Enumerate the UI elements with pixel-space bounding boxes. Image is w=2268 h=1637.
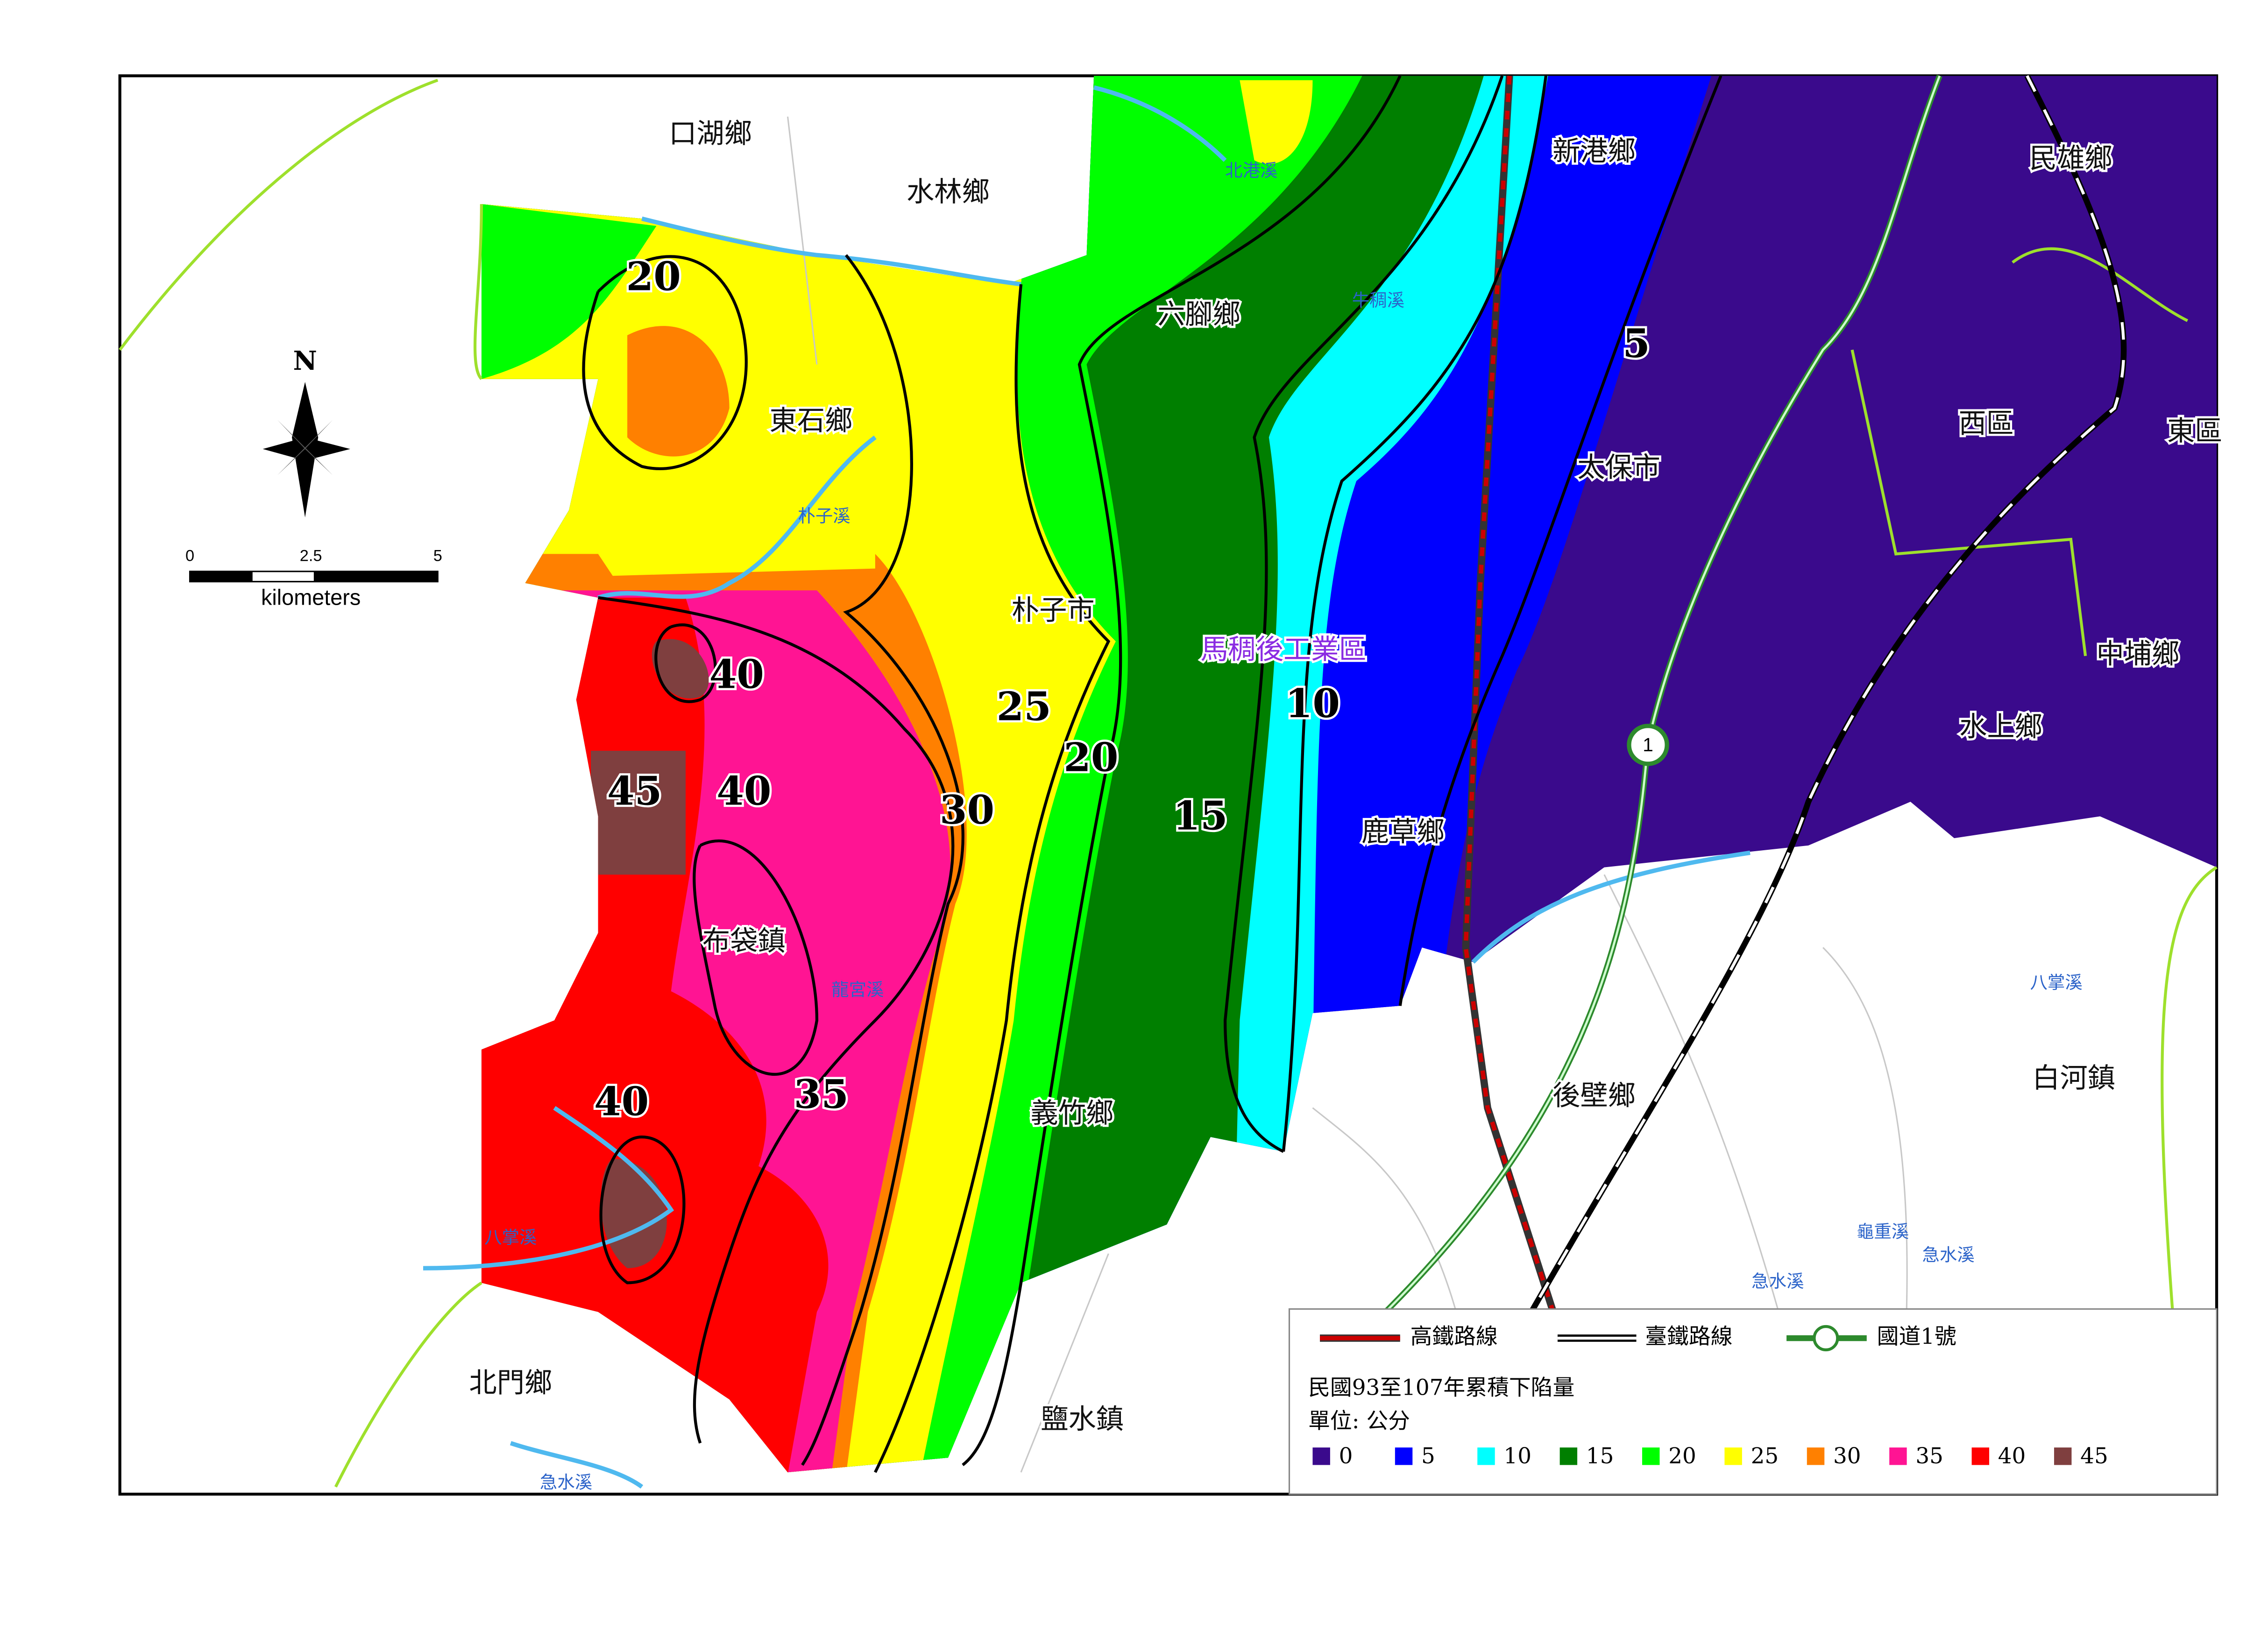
place-label: 六腳鄉 (1157, 298, 1240, 330)
scale-tick-label: 2.5 (300, 547, 322, 565)
place-label: 中埔鄉 (2097, 637, 2180, 670)
legend-line-label: 高鐵路線 (1410, 1324, 1498, 1349)
contour-label: 25 (997, 683, 1051, 729)
contour-label: 20 (626, 253, 681, 299)
contour-label: 20 (1063, 734, 1118, 781)
legend-swatch (1807, 1447, 1825, 1465)
place-label: 民雄鄉 (2029, 142, 2112, 174)
legend-class-label: 30 (1833, 1444, 1861, 1469)
zone (627, 326, 730, 457)
highway-shield: 1 (1627, 724, 1669, 766)
contour-label: 40 (709, 651, 764, 698)
legend-class-label: 40 (1998, 1444, 2026, 1469)
river-label: 八掌溪 (2030, 972, 2082, 993)
rivers (423, 85, 1751, 1489)
legend-class-label: 15 (1586, 1444, 1614, 1469)
legend-swatch (1477, 1447, 1495, 1465)
shield-label: 1 (1643, 734, 1653, 755)
contour-label: 10 (1285, 680, 1340, 727)
place-label: 義竹鄉 (1030, 1097, 1113, 1129)
legend-class-label: 25 (1751, 1444, 1779, 1469)
legend-class-label: 5 (1421, 1444, 1435, 1469)
contour-label: 15 (1173, 793, 1227, 839)
river-label: 急水溪 (1751, 1271, 1804, 1291)
place-label: 新港鄉 (1552, 134, 1636, 167)
place-label: 鹽水鎮 (1041, 1403, 1124, 1435)
legend-swatch (1642, 1447, 1660, 1465)
legend-swatch (1395, 1447, 1413, 1465)
contours (582, 75, 1722, 1473)
place-label: 朴子市 (1012, 594, 1095, 626)
railways (1383, 74, 2127, 1314)
legend-swatch (1889, 1447, 1907, 1465)
north-label: N (293, 346, 317, 376)
legend-title: 民國93至107年累積下陷量 (1308, 1375, 1574, 1400)
river-label: 牛稠溪 (1352, 290, 1404, 310)
legend-swatch (1724, 1447, 1742, 1465)
contour-label: 30 (940, 787, 994, 833)
scale-tick-label: 0 (185, 547, 194, 565)
zone (1240, 80, 1313, 164)
legend-unit: 單位: 公分 (1308, 1409, 1410, 1434)
contour-label: 40 (716, 768, 771, 814)
contour-label: 40 (594, 1078, 649, 1124)
scale-bar: 0 2.5 5 kilometers (185, 547, 442, 610)
place-label: 鹿草鄉 (1361, 815, 1445, 847)
legend-swatch (1559, 1447, 1578, 1465)
place-label: 北門鄉 (469, 1366, 552, 1398)
legend-class-label: 0 (1339, 1444, 1353, 1469)
place-label: 後壁鄉 (1552, 1079, 1636, 1111)
scale-unit: kilometers (261, 586, 361, 610)
legend: 高鐵路線 臺鐵路線 國道1號 民國93至107年累積下陷量 單位: 公分 0 5 1… (1288, 1308, 2218, 1495)
place-label: 白河鎮 (2032, 1062, 2115, 1094)
zone (481, 204, 657, 379)
river-label: 北港溪 (1225, 160, 1277, 181)
river-label: 朴子溪 (798, 506, 850, 526)
place-label: 馬稠後工業區 (1200, 633, 1367, 665)
river-label: 龍宮溪 (831, 979, 884, 1000)
river-label: 急水溪 (540, 1472, 592, 1493)
legend-line-label: 國道1號 (1877, 1324, 1956, 1349)
place-label: 水林鄉 (907, 176, 990, 208)
contour-label: 35 (794, 1071, 849, 1117)
legend-swatch (1312, 1447, 1330, 1465)
river-label: 急水溪 (1922, 1245, 1974, 1265)
river-label: 龜重溪 (1857, 1221, 1909, 1242)
legend-class-label: 35 (1915, 1444, 1943, 1469)
zone (591, 639, 709, 1269)
scale-tick-label: 5 (433, 547, 442, 565)
legend-swatch (2054, 1447, 2072, 1465)
contour-label: 5 (1623, 320, 1650, 367)
place-label: 布袋鎮 (702, 924, 786, 957)
place-label: 西區 (1959, 407, 2014, 439)
legend-class-label: 10 (1503, 1444, 1531, 1469)
legend-line-label: 臺鐵路線 (1645, 1324, 1732, 1349)
river-label: 八掌溪 (484, 1227, 537, 1248)
place-label: 水上鄉 (1959, 711, 2042, 743)
contour-label: 45 (607, 768, 662, 814)
place-label: 口湖鄉 (669, 117, 752, 149)
legend-swatch (1971, 1447, 1990, 1465)
legend-class-label: 20 (1668, 1444, 1696, 1469)
legend-class-label: 45 (2080, 1444, 2108, 1469)
boundaries (119, 78, 2218, 1488)
place-label: 東區 (2167, 415, 2223, 447)
place-label: 東石鄉 (770, 404, 853, 437)
place-label: 太保市 (1577, 451, 1660, 483)
